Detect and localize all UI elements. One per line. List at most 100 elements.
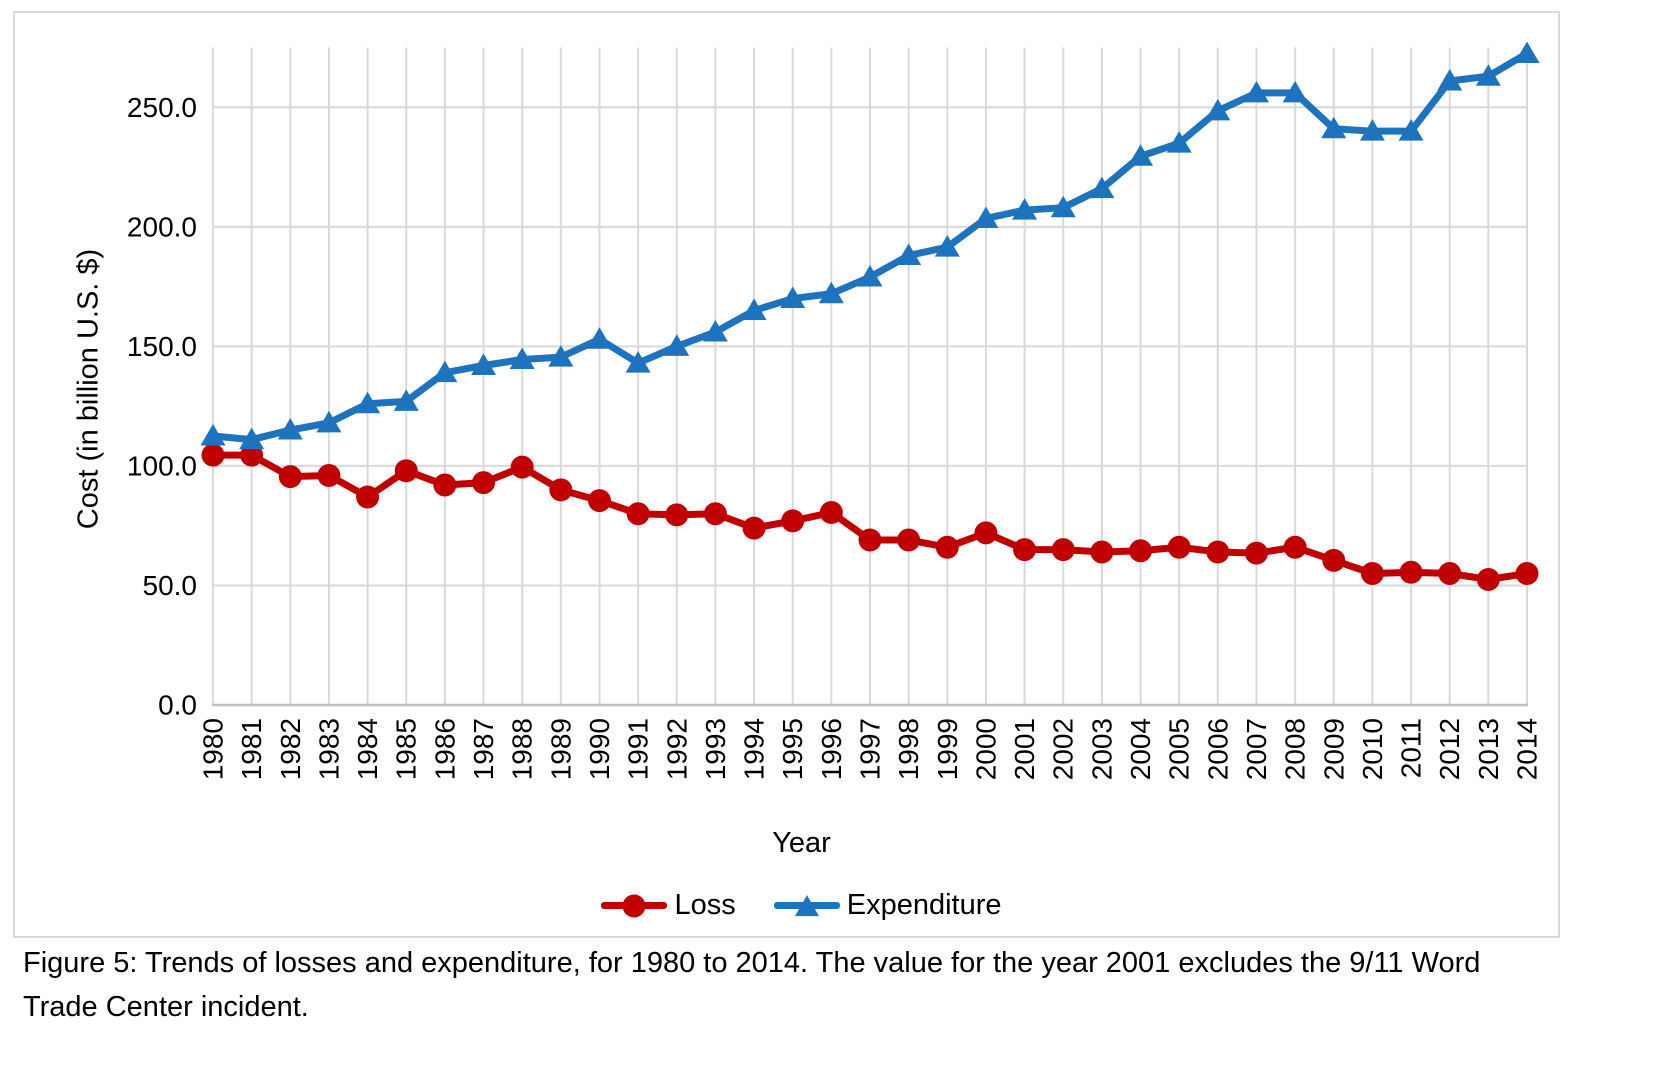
- x-tick-label: 2002: [1048, 718, 1079, 780]
- expenditure-data-marker: [239, 427, 265, 450]
- x-tick-label: 2012: [1434, 718, 1465, 780]
- expenditure-data-marker: [664, 334, 690, 356]
- x-tick-label: 2010: [1357, 718, 1388, 780]
- loss-data-marker: [1283, 535, 1307, 559]
- loss-data-marker: [472, 471, 496, 495]
- expenditure-data-marker: [1089, 176, 1115, 199]
- loss-data-marker: [1129, 539, 1153, 563]
- x-tick-label: 2005: [1164, 718, 1195, 780]
- x-tick-label: 2000: [970, 718, 1001, 780]
- expenditure-data-marker: [1166, 131, 1192, 153]
- x-tick-label: 2001: [1009, 718, 1040, 780]
- expenditure-data-marker: [934, 235, 960, 257]
- x-tick-label: 1998: [893, 718, 924, 780]
- x-tick-label: 1980: [198, 718, 229, 780]
- loss-data-marker: [317, 463, 341, 487]
- expenditure-data-marker: [818, 281, 844, 304]
- loss-data-marker: [781, 509, 805, 533]
- expenditure-data-marker: [1359, 119, 1385, 141]
- loss-data-marker: [858, 528, 882, 552]
- expenditure-data-marker: [780, 286, 806, 309]
- loss-data-marker: [1399, 560, 1423, 584]
- expenditure-data-marker: [741, 298, 767, 320]
- loss-data-marker: [1476, 567, 1500, 591]
- expenditure-data-marker: [548, 345, 574, 367]
- expenditure-data-marker: [625, 351, 651, 373]
- loss-data-marker: [549, 478, 573, 502]
- expenditure-data-marker: [393, 389, 419, 411]
- loss-data-marker: [433, 473, 457, 497]
- y-tick-label: 150.0: [127, 331, 197, 362]
- expenditure-triangle-marker-icon: [794, 894, 819, 916]
- loss-data-marker: [742, 516, 766, 540]
- loss-data-marker: [1438, 562, 1462, 585]
- x-tick-label: 1997: [855, 718, 886, 780]
- loss-data-marker: [201, 443, 225, 467]
- loss-data-marker: [1051, 538, 1075, 562]
- expenditure-data-marker: [277, 418, 303, 440]
- legend-item-expenditure: Expenditure: [773, 889, 1002, 922]
- x-tick-label: 1988: [507, 718, 538, 780]
- expenditure-data-marker: [1398, 119, 1424, 141]
- expenditure-data-marker: [1128, 144, 1154, 166]
- x-tick-label: 1992: [661, 718, 692, 780]
- expenditure-data-marker: [1050, 195, 1076, 218]
- x-axis-title: Year: [772, 827, 831, 859]
- loss-data-marker: [1090, 540, 1114, 564]
- loss-data-marker: [394, 459, 418, 483]
- loss-data-marker: [974, 521, 998, 545]
- legend: Loss Expenditure: [28, 889, 1575, 922]
- x-tick-label: 2009: [1318, 718, 1349, 780]
- loss-data-marker: [935, 535, 959, 559]
- x-tick-label: 2013: [1473, 718, 1504, 780]
- loss-data-marker: [626, 502, 650, 526]
- expenditure-data-marker: [1282, 80, 1308, 103]
- x-tick-label: 1981: [236, 718, 267, 780]
- expenditure-data-marker: [702, 320, 728, 342]
- loss-data-marker: [819, 501, 843, 525]
- x-tick-label: 2011: [1396, 718, 1427, 778]
- x-tick-label: 1985: [391, 718, 422, 780]
- loss-data-marker: [278, 465, 302, 489]
- x-tick-label: 1994: [739, 718, 770, 780]
- legend-expenditure-line: [773, 894, 840, 916]
- x-tick-label: 1995: [777, 718, 808, 780]
- expenditure-data-marker: [857, 265, 883, 287]
- loss-data-marker: [1322, 548, 1346, 572]
- legend-loss-line: [601, 894, 668, 917]
- x-tick-label: 1989: [545, 718, 576, 780]
- expenditure-data-marker: [316, 410, 342, 433]
- figure-caption: Figure 5: Trends of losses and expenditu…: [23, 947, 1481, 1023]
- expenditure-data-marker: [471, 353, 497, 375]
- x-tick-label: 1993: [700, 718, 731, 780]
- loss-circle-marker-icon: [622, 894, 646, 917]
- loss-data-marker: [897, 528, 921, 552]
- x-tick-label: 1996: [816, 718, 847, 780]
- expenditure-data-marker: [1205, 98, 1231, 121]
- y-tick-label: 0.0: [158, 690, 197, 721]
- x-tick-label: 2014: [1512, 718, 1543, 780]
- expenditure-data-marker: [355, 391, 381, 414]
- expenditure-data-marker: [973, 206, 999, 228]
- x-tick-label: 1990: [584, 718, 615, 780]
- expenditure-data-marker: [1475, 64, 1501, 86]
- x-tick-label: 2003: [1086, 718, 1117, 780]
- x-tick-label: 1984: [352, 718, 383, 780]
- loss-data-marker: [665, 503, 689, 527]
- loss-data-marker: [240, 443, 264, 467]
- loss-data-marker: [1167, 535, 1191, 559]
- loss-data-marker: [703, 502, 727, 526]
- expenditure-data-marker: [509, 347, 535, 370]
- expenditure-data-marker: [1514, 41, 1540, 63]
- loss-data-marker: [1206, 540, 1230, 564]
- loss-data-marker: [1360, 562, 1384, 585]
- x-tick-label: 2004: [1125, 718, 1156, 780]
- x-tick-label: 1991: [623, 718, 654, 780]
- x-tick-label: 2007: [1241, 718, 1272, 780]
- x-tick-label: 1983: [313, 718, 344, 780]
- legend-expenditure-label: Expenditure: [846, 889, 1002, 921]
- loss-data-marker: [1244, 541, 1268, 565]
- loss-data-marker: [356, 485, 380, 509]
- x-tick-label: 1987: [468, 718, 499, 780]
- y-tick-label: 50.0: [143, 570, 198, 601]
